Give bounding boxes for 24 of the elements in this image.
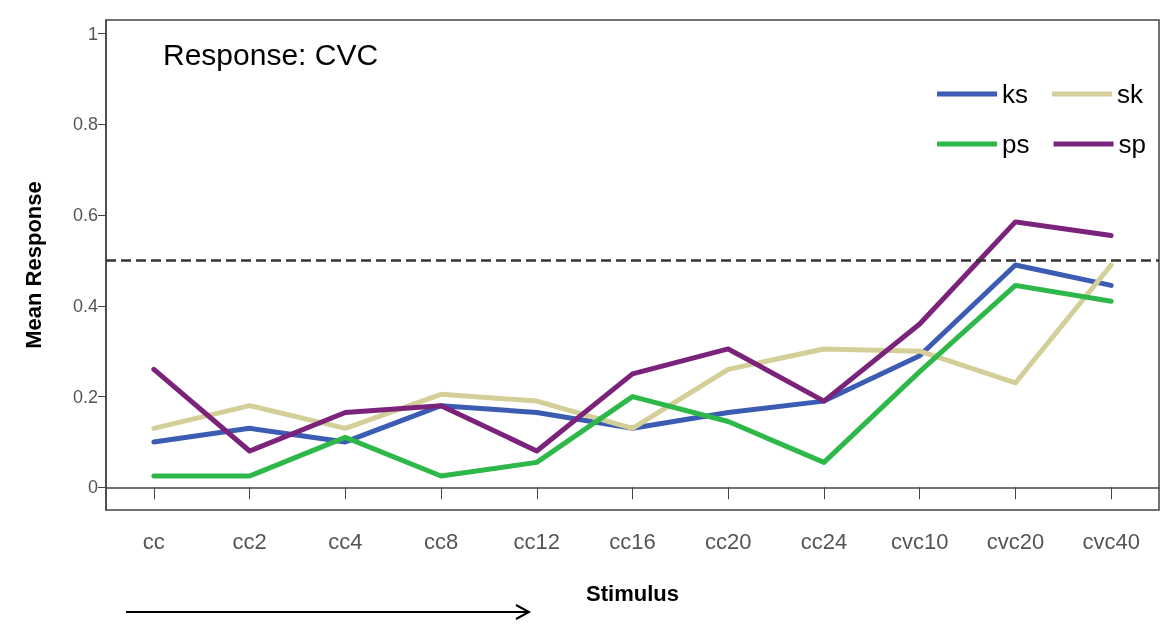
legend-label: ks xyxy=(1002,79,1029,109)
x-tick-label: cc24 xyxy=(800,528,848,554)
x-tick-label: cvc40 xyxy=(1082,528,1140,554)
y-tick-label: 0.8 xyxy=(72,114,98,135)
x-tick-label: cvc20 xyxy=(986,528,1045,554)
x-tick-label: cc16 xyxy=(609,528,656,554)
legend-label: ps xyxy=(1002,129,1030,159)
legend-label: sp xyxy=(1118,129,1147,159)
x-tick-label: cc2 xyxy=(232,528,267,554)
x-axis-title: Stimulus xyxy=(586,580,679,606)
x-tick-label: cvc10 xyxy=(890,528,949,554)
y-tick-label: 0.6 xyxy=(72,205,98,226)
x-tick-label: cc4 xyxy=(328,528,363,554)
y-axis-title: Mean Response xyxy=(20,181,46,349)
y-tick-label: 0.2 xyxy=(72,386,98,407)
text: Response: CVC xyxy=(163,37,379,71)
x-tick-label: cc20 xyxy=(704,528,752,554)
x-tick-label: cc12 xyxy=(513,528,561,554)
y-tick-label: 0 xyxy=(87,477,98,498)
x-tick-label: cc xyxy=(142,528,165,554)
y-tick-label: 1 xyxy=(87,23,98,44)
legend-label: sk xyxy=(1117,79,1145,109)
x-tick-label: cc8 xyxy=(423,528,459,554)
y-tick-label: 0.4 xyxy=(72,295,98,316)
